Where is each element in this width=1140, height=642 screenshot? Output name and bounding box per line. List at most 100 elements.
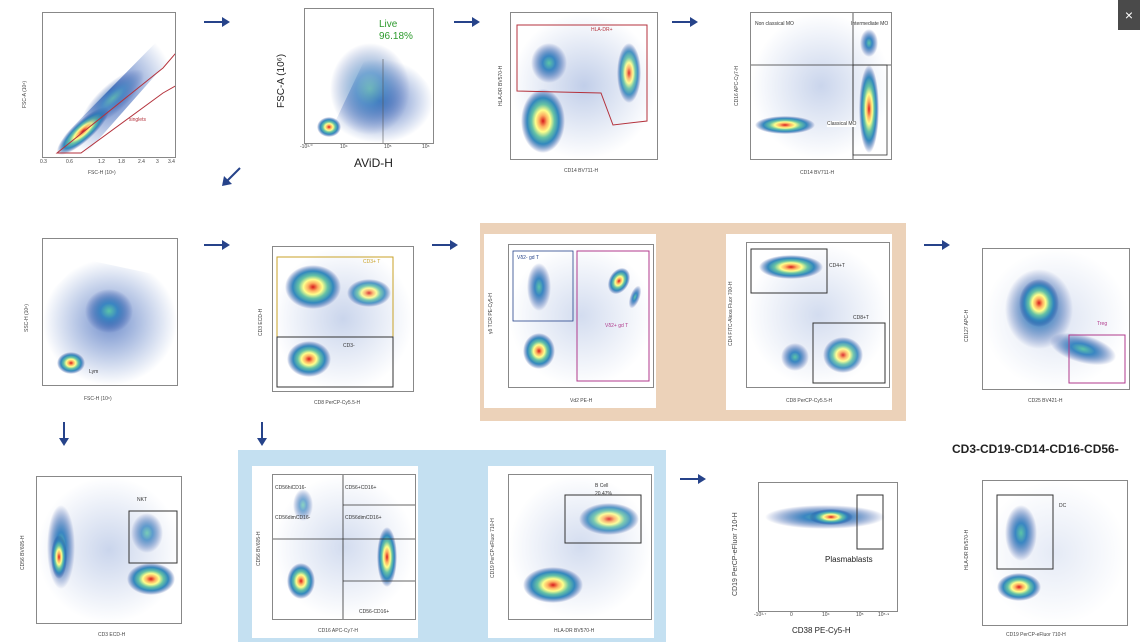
x-tick: 10⁵·⁹ bbox=[878, 612, 890, 618]
plot-area: DC bbox=[982, 480, 1128, 626]
plot-monocytes: Non classical MO Intermediate MO Classic… bbox=[730, 6, 894, 180]
plot-area: CD4+T CD8+T bbox=[746, 242, 890, 388]
x-axis-label: HLA-DR BV570-H bbox=[554, 628, 595, 634]
arrow-right-icon bbox=[432, 238, 458, 252]
x-tick: 10⁵ bbox=[856, 612, 864, 618]
gate-label: NKT bbox=[137, 497, 147, 503]
plot-gdt: Vδ2- gd T Vδ2+ gd T γδ TCR PE-Cy5-H Vd2 … bbox=[484, 234, 656, 408]
gate-label: HLA-DR+ bbox=[591, 27, 613, 33]
gate-label: CD56dimCD16- bbox=[275, 515, 311, 521]
y-axis-label: γδ TCR PE-Cy5-H bbox=[488, 293, 494, 334]
x-tick: 3.4 bbox=[168, 159, 175, 165]
plot-hladr: HLA-DR+ HLA-DR BV570-H CD14 BV711-H bbox=[494, 6, 660, 176]
arrow-right-icon bbox=[924, 238, 950, 252]
plot-dc: DC HLA-DR BV570-H CD19 PerCP-eFluor 710-… bbox=[962, 470, 1132, 642]
gate-label: CD56hiCD16- bbox=[275, 485, 307, 491]
gate-label: Plasmablasts bbox=[825, 555, 873, 564]
heading-lin-neg: CD3-CD19-CD14-CD16-CD56- bbox=[952, 442, 1119, 456]
plot-area: NKT bbox=[36, 476, 182, 624]
x-tick: 3 bbox=[156, 159, 159, 165]
y-axis-label: HLA-DR BV570-H bbox=[964, 529, 970, 570]
x-tick: 2.4 bbox=[138, 159, 145, 165]
x-axis-label: CD3 ECD-H bbox=[98, 632, 126, 638]
plot-nk-subsets: CD56hiCD16- CD56+CD16+ CD56dimCD16- CD56… bbox=[252, 466, 418, 638]
plot-area: Treg bbox=[982, 248, 1130, 390]
x-tick: -10³·⁷ bbox=[754, 612, 767, 618]
y-axis-label: SSC-H (10⁶) bbox=[24, 304, 30, 332]
x-axis-label: CD25 BV421-H bbox=[1028, 398, 1063, 404]
gate-label: CD56dimCD16+ bbox=[345, 515, 382, 521]
plot-area: CD56hiCD16- CD56+CD16+ CD56dimCD16- CD56… bbox=[272, 474, 416, 620]
gate-label: Classical MO bbox=[827, 121, 857, 127]
plot-area: B Cell 20.47% bbox=[508, 474, 652, 620]
gate-label: singlets bbox=[129, 117, 146, 123]
plot-plasmablasts: Plasmablasts CD19 PerCP-eFluor 710-H -10… bbox=[728, 470, 904, 642]
x-tick: -10³·⁰ bbox=[300, 144, 313, 150]
y-axis-label: CD16 APC-Cy7-H bbox=[734, 65, 740, 106]
x-tick: 1.2 bbox=[98, 159, 105, 165]
plot-area: Lym bbox=[42, 238, 178, 386]
y-axis-label: CD56 BV605-H bbox=[20, 535, 26, 570]
plot-area: Non classical MO Intermediate MO Classic… bbox=[750, 12, 892, 160]
arrow-right-icon bbox=[454, 15, 480, 29]
close-button[interactable]: × bbox=[1118, 0, 1140, 30]
plot-singlets: singlets FSC-A (10⁶) FSC-H (10⁶) 0.3 0.6… bbox=[18, 8, 180, 180]
arrow-right-icon bbox=[672, 15, 698, 29]
x-axis-label: Vd2 PE-H bbox=[570, 398, 593, 404]
plot-area: Vδ2- gd T Vδ2+ gd T bbox=[508, 244, 654, 388]
x-tick: 10⁶ bbox=[422, 144, 430, 150]
x-tick: 0.6 bbox=[66, 159, 73, 165]
y-axis-label: CD19 PerCP-eFluor 710-H bbox=[490, 518, 496, 578]
y-axis-label: CD4 FITC-Alexa Fluor 700-H bbox=[728, 281, 734, 346]
y-axis-label: FSC-A (10⁶) bbox=[276, 53, 287, 108]
arrow-right-icon bbox=[204, 238, 230, 252]
x-tick: 0.3 bbox=[40, 159, 47, 165]
gate-label: Vδ2- gd T bbox=[517, 255, 539, 261]
x-tick: 10⁵ bbox=[384, 144, 392, 150]
gate-label: Vδ2+ gd T bbox=[605, 323, 629, 329]
x-tick: 1.8 bbox=[118, 159, 125, 165]
gate-label: DC bbox=[1059, 503, 1067, 509]
y-axis-label: CD19 PerCP-eFluor 710-H bbox=[732, 512, 739, 596]
gate-label: Intermediate MO bbox=[851, 21, 889, 27]
plot-treg: Treg CD127 APC-H CD25 BV421-H bbox=[962, 242, 1132, 412]
plot-cd3: CD3+ T CD3- CD3 ECD-H CD8 PerCP-Cy5.5-H bbox=[256, 240, 416, 410]
x-axis-label: CD19 PerCP-eFluor 710-H bbox=[1006, 632, 1066, 638]
gate-percent: 20.47% bbox=[595, 491, 612, 497]
arrow-right-icon bbox=[204, 15, 230, 29]
arrow-down-icon bbox=[56, 422, 72, 446]
gate-label: CD56+CD16+ bbox=[345, 485, 377, 491]
gate-label: CD3- bbox=[343, 343, 355, 349]
x-tick: 10⁴ bbox=[822, 612, 830, 618]
arrow-right-icon bbox=[680, 472, 706, 486]
x-axis-label: CD14 BV711-H bbox=[800, 170, 835, 176]
y-axis-label: CD3 ECD-H bbox=[258, 308, 264, 336]
arrow-down-left-icon bbox=[220, 166, 242, 188]
x-axis-label: FSC-H (10⁶) bbox=[88, 170, 116, 176]
plot-lymphocytes: Lym SSC-H (10⁶) FSC-H (10⁶) bbox=[20, 232, 182, 404]
gate-label: Lym bbox=[89, 369, 99, 375]
y-axis-label: HLA-DR BV570-H bbox=[498, 65, 504, 106]
plot-area: Live 96.18% bbox=[304, 8, 434, 144]
gate-label: Non classical MO bbox=[755, 21, 794, 27]
x-axis-label: CD8 PerCP-Cy5.5-H bbox=[786, 398, 833, 404]
gate-label: CD4+T bbox=[829, 263, 845, 269]
plot-bcell: B Cell 20.47% CD19 PerCP-eFluor 710-H HL… bbox=[488, 466, 654, 638]
gate-label: Live bbox=[379, 19, 398, 30]
x-tick: 10⁴ bbox=[340, 144, 348, 150]
gate-label: CD3+ T bbox=[363, 259, 381, 265]
plot-live: Live 96.18% FSC-A (10⁶) -10³·⁰ 10⁴ 10⁵ 1… bbox=[272, 4, 442, 180]
x-axis-label: CD8 PerCP-Cy5.5-H bbox=[314, 400, 361, 406]
y-axis-label: CD56 BV605-H bbox=[256, 531, 262, 566]
x-axis-label: CD14 BV711-H bbox=[564, 168, 599, 174]
gate-percent: 96.18% bbox=[379, 31, 413, 42]
x-axis-label: CD38 PE-Cy5-H bbox=[792, 626, 851, 635]
plot-area: Plasmablasts bbox=[758, 482, 898, 612]
plot-cd4-cd8: CD4+T CD8+T CD4 FITC-Alexa Fluor 700-H C… bbox=[726, 234, 892, 410]
y-axis-label: FSC-A (10⁶) bbox=[22, 80, 28, 108]
y-axis-label: CD127 APC-H bbox=[964, 309, 970, 342]
gate-label: Treg bbox=[1097, 321, 1108, 327]
gate-label: CD8+T bbox=[853, 315, 869, 321]
arrow-down-icon bbox=[254, 422, 270, 446]
x-tick: 0 bbox=[790, 612, 793, 618]
